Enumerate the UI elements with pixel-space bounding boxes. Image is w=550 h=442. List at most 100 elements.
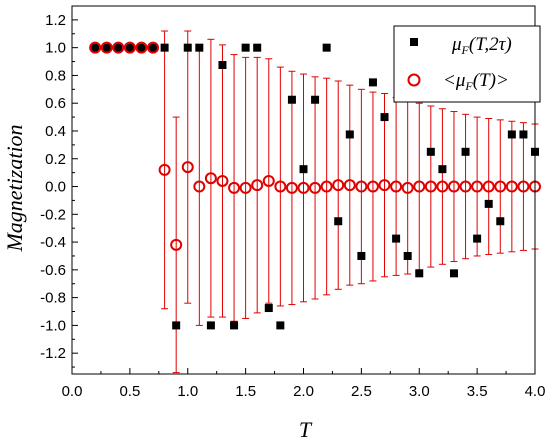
y-tick-label: -0.6 <box>40 262 66 279</box>
circle-point <box>251 179 264 192</box>
axes-layer: 0.0 0.5 1.0 1.5 2.0 2.5 3.0 3.5 4.0 1.2 1.0 0.8 0.6 0… <box>40 12 545 400</box>
plot-area-border <box>71 5 536 375</box>
square-point <box>287 95 296 104</box>
square-point <box>345 130 354 139</box>
x-tick-label: 3.0 <box>409 383 430 400</box>
square-point <box>172 321 181 330</box>
square-point <box>218 61 227 70</box>
circle-point <box>355 180 368 193</box>
square-point <box>91 43 100 52</box>
legend-label-series-1: μF(T,2τ) <box>451 34 512 57</box>
circle-point <box>378 179 391 192</box>
legend: μF(T,2τ) <μF(T)> <box>393 25 541 103</box>
square-point <box>114 43 123 52</box>
circle-point <box>332 179 345 192</box>
circle-point <box>447 180 460 193</box>
legend-label-series-1-sub: F <box>461 43 470 57</box>
square-point <box>426 147 435 156</box>
x-tick-label: 0.0 <box>62 383 83 400</box>
square-point <box>415 269 424 278</box>
square-point <box>149 43 158 52</box>
square-point <box>368 78 377 87</box>
square-point <box>276 321 285 330</box>
square-point <box>403 251 412 260</box>
circle-point <box>517 180 530 193</box>
y-tick-label: 0.0 <box>45 179 66 196</box>
circle-point <box>100 41 113 54</box>
legend-label-series-2-pre: < <box>443 70 456 91</box>
square-point <box>519 130 528 139</box>
circle-point <box>239 181 252 194</box>
square-point <box>206 321 215 330</box>
square-point <box>438 165 447 174</box>
circle-point <box>216 174 229 187</box>
circle-point <box>401 181 414 194</box>
y-tick-label: -0.4 <box>40 234 66 251</box>
y-tick-label: -0.8 <box>40 290 66 307</box>
y-axis-title: Magnetization <box>2 124 27 252</box>
x-tick-label: 3.5 <box>467 383 488 400</box>
square-point <box>102 43 111 52</box>
y-tick-label: 1.2 <box>45 12 66 29</box>
square-point <box>253 43 262 52</box>
legend-label-series-2-main: μ <box>455 70 466 91</box>
square-point <box>461 147 470 156</box>
circle-point <box>459 180 472 193</box>
circle-point <box>123 41 136 54</box>
circle-point <box>436 180 449 193</box>
circle-point <box>170 238 183 251</box>
x-tick-label: 1.5 <box>235 383 256 400</box>
square-point <box>507 130 516 139</box>
square-point <box>241 43 250 52</box>
y-tick-label: -1.2 <box>40 345 66 362</box>
square-point <box>496 217 505 226</box>
legend-label-series-2-sub: F <box>464 79 473 93</box>
circle-point <box>343 179 356 192</box>
square-point <box>230 321 239 330</box>
x-axis-title: T <box>299 417 313 442</box>
x-tick-label: 4.0 <box>525 383 546 400</box>
circle-point <box>320 180 333 193</box>
circle-point <box>274 180 287 193</box>
circle-point <box>424 180 437 193</box>
square-point <box>311 95 320 104</box>
circle-point <box>147 41 160 54</box>
square-point <box>473 234 482 243</box>
x-tick-label: 2.0 <box>293 383 314 400</box>
circle-point <box>505 180 518 193</box>
circle-point <box>135 41 148 54</box>
square-point <box>449 269 458 278</box>
square-point <box>380 113 389 122</box>
square-point <box>299 165 308 174</box>
y-tick-label: 0.8 <box>45 67 66 84</box>
legend-label-series-2-rest: (T)> <box>473 70 509 91</box>
legend-marker-circle <box>407 73 421 87</box>
square-point <box>160 43 169 52</box>
circle-point <box>112 41 125 54</box>
square-point <box>334 217 343 226</box>
square-point <box>125 43 134 52</box>
square-point <box>392 234 401 243</box>
x-tick-label: 2.5 <box>351 383 372 400</box>
y-tick-label: 1.0 <box>45 40 66 57</box>
circle-point <box>228 181 241 194</box>
circle-point <box>89 41 102 54</box>
square-point <box>137 43 146 52</box>
error-bars <box>161 30 539 374</box>
circle-point <box>181 161 194 174</box>
square-point <box>322 43 331 52</box>
x-tick-label: 0.5 <box>119 383 140 400</box>
square-point <box>357 251 366 260</box>
legend-marker-square <box>410 38 418 46</box>
square-point <box>264 304 273 313</box>
circle-point <box>262 174 275 187</box>
y-tick-label: 0.6 <box>45 95 66 112</box>
square-point <box>484 199 493 208</box>
y-tick-label: 0.2 <box>45 151 66 168</box>
circle-point <box>482 180 495 193</box>
circle-point <box>204 172 217 185</box>
circle-point <box>471 180 484 193</box>
legend-label-series-1-rest: (T,2τ) <box>469 34 512 55</box>
square-point <box>195 43 204 52</box>
